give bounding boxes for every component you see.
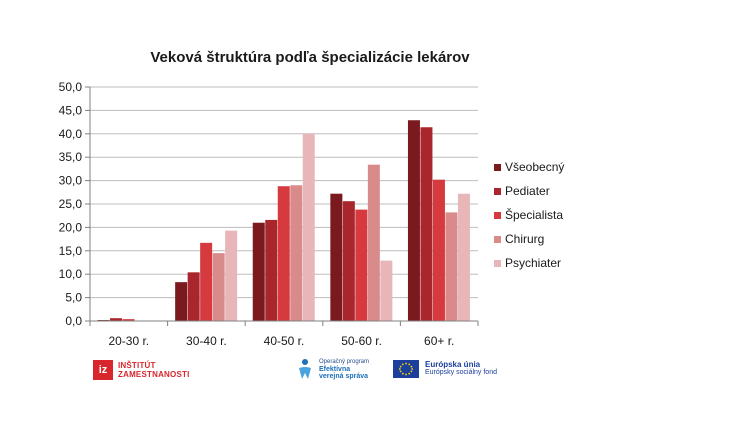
legend-swatch	[494, 164, 501, 171]
legend-label: Špecialista	[505, 207, 563, 222]
y-tick-label: 45,0	[59, 103, 83, 117]
eu-line1: Európska únia	[425, 360, 481, 369]
legend-label: Všeobecný	[505, 160, 564, 174]
bar	[122, 319, 135, 321]
bar	[330, 193, 343, 321]
bar	[265, 219, 278, 321]
bar	[225, 230, 238, 321]
bar	[187, 272, 200, 321]
op-line2: Efektívna	[319, 365, 351, 373]
y-tick-label: 40,0	[59, 127, 83, 141]
x-tick-label: 50-60 r.	[341, 334, 382, 348]
bar	[200, 242, 213, 321]
chart-title: Veková štruktúra podľa špecializácie lek…	[150, 49, 470, 66]
eu-logo: Európska únia Európsky sociálny fond	[393, 360, 497, 378]
institut-zamestnanosti-logo: iz INŠTITÚT ZAMESTNANOSTI	[93, 360, 190, 380]
bar	[445, 212, 458, 321]
bar	[277, 186, 290, 321]
x-tick-label: 20-30 r.	[108, 334, 149, 348]
op-line3: verejná správa	[319, 372, 369, 380]
legend-swatch	[494, 236, 501, 243]
y-tick-label: 0,0	[65, 314, 82, 328]
iz-line1: INŠTITÚT	[118, 361, 156, 370]
x-axis: 20-30 r. 30-40 r. 40-50 r. 50-60 r. 60+ r.	[89, 320, 479, 348]
op-figure-icon	[299, 359, 311, 379]
y-tick-label: 10,0	[59, 267, 83, 281]
y-axis: 0,0 5,0 10,0 15,0 20,0 25,0 30,0 35,0 40,0 45,0 50…	[59, 80, 91, 328]
x-tick-label: 60+ r.	[424, 334, 454, 348]
y-tick-label: 15,0	[59, 244, 83, 258]
legend-swatch	[494, 188, 501, 195]
bar	[355, 209, 368, 321]
bar	[407, 120, 420, 321]
legend-label: Pediater	[505, 184, 550, 198]
y-tick-label: 30,0	[59, 174, 83, 188]
bar	[252, 222, 265, 321]
footer-logos: iz INŠTITÚT ZAMESTNANOSTI Operačný progr…	[0, 356, 730, 390]
op-efektivna-verejna-sprava-logo: Operačný program Efektívna verejná správ…	[297, 358, 369, 380]
iz-line2: ZAMESTNANOSTI	[118, 370, 190, 379]
legend-label: Chirurg	[505, 232, 544, 246]
eu-flag-icon	[393, 360, 419, 378]
legend-swatch	[494, 260, 501, 267]
bar	[175, 282, 188, 321]
y-tick-label: 25,0	[59, 197, 83, 211]
x-tick-label: 30-40 r.	[186, 334, 227, 348]
legend-label: Psychiater	[505, 256, 561, 270]
bar	[302, 133, 315, 321]
bar	[432, 179, 445, 321]
bar	[110, 318, 123, 321]
bar	[212, 253, 225, 321]
y-tick-label: 5,0	[65, 291, 82, 305]
bar	[290, 185, 303, 321]
op-line1: Operačný program	[319, 358, 370, 365]
bar	[367, 164, 380, 321]
y-tick-label: 20,0	[59, 220, 83, 234]
iz-badge: iz	[93, 360, 113, 380]
bar	[380, 260, 393, 321]
bar	[342, 201, 355, 321]
bars	[97, 120, 470, 321]
y-tick-label: 35,0	[59, 150, 83, 164]
eu-line2: Európsky sociálny fond	[425, 369, 497, 376]
x-tick-label: 40-50 r.	[264, 334, 305, 348]
bar	[457, 193, 470, 321]
legend: Všeobecný Pediater Špecialista Chirurg Psych…	[494, 160, 564, 270]
bar	[420, 127, 433, 321]
legend-swatch	[494, 212, 501, 219]
y-tick-label: 50,0	[59, 80, 83, 94]
